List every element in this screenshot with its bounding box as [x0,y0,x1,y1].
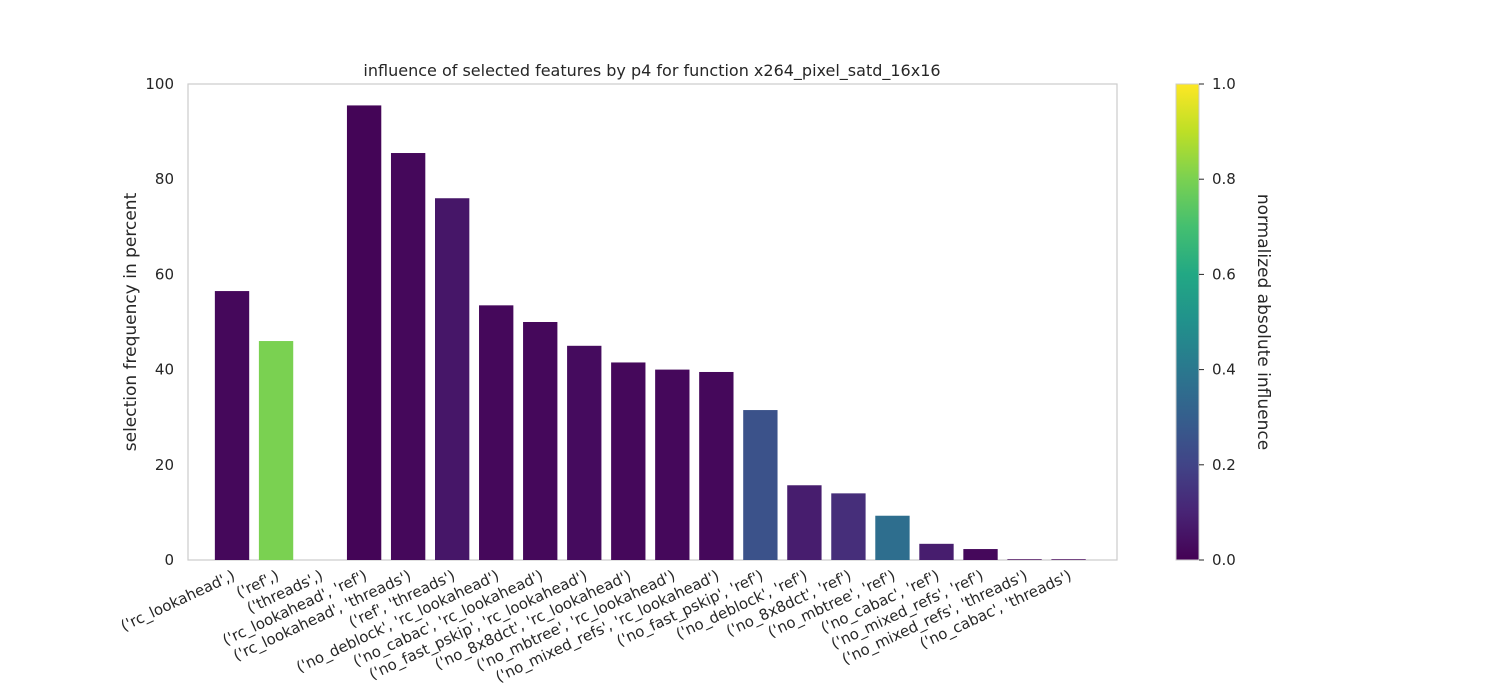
bar-17 [963,549,998,560]
y-tick-label: 60 [155,265,174,283]
colorbar-tick-label: 0.6 [1212,265,1236,283]
colorbar-label: normalized absolute influence [1253,194,1273,450]
y-tick-label: 100 [145,75,174,93]
colorbar-gradient [1175,83,1200,561]
colorbar-tick-label: 0.0 [1212,551,1236,569]
bar-11 [699,371,734,560]
bar-15 [875,515,910,560]
bar-12 [743,410,778,560]
bar-14 [831,493,866,560]
chart-title: influence of selected features by p4 for… [363,61,940,81]
colorbar-tick-label: 1.0 [1212,75,1236,93]
bars-group [214,105,1086,561]
y-axis-label: selection frequency in percent [121,192,141,451]
bar-5 [434,198,470,561]
bar-0 [214,291,250,560]
bar-16 [919,543,954,560]
y-tick-label: 40 [155,361,174,379]
bar-8 [567,345,602,560]
x-axis-ticks: ('rc_lookahead',)('ref',)('threads',)('r… [118,566,1075,687]
bar-6 [479,305,514,560]
colorbar-tick-label: 0.8 [1212,170,1236,188]
colorbar-ticks: 0.0 0.2 0.4 0.6 0.8 1.0 [1199,75,1236,569]
bar-10 [655,369,690,560]
bar-18 [1007,559,1042,560]
colorbar-tick-label: 0.4 [1212,361,1236,379]
plot-frame [187,83,1118,561]
bar-1 [258,341,294,560]
colorbar: 0.0 0.2 0.4 0.6 0.8 1.0 normalized absolute i… [1175,75,1273,569]
y-axis-ticks: 0 20 40 60 80 100 [145,75,174,569]
y-tick-label: 80 [155,170,174,188]
y-tick-label: 0 [164,551,174,569]
colorbar-tick-label: 0.2 [1212,456,1236,474]
y-tick-label: 20 [155,456,174,474]
bar-9 [611,362,646,560]
bar-3 [346,105,382,561]
bar-4 [390,153,426,560]
bar-7 [523,322,558,560]
bar-13 [787,485,822,560]
bar-19 [1051,559,1086,560]
x-tick-label: ('rc_lookahead',) [118,566,238,636]
